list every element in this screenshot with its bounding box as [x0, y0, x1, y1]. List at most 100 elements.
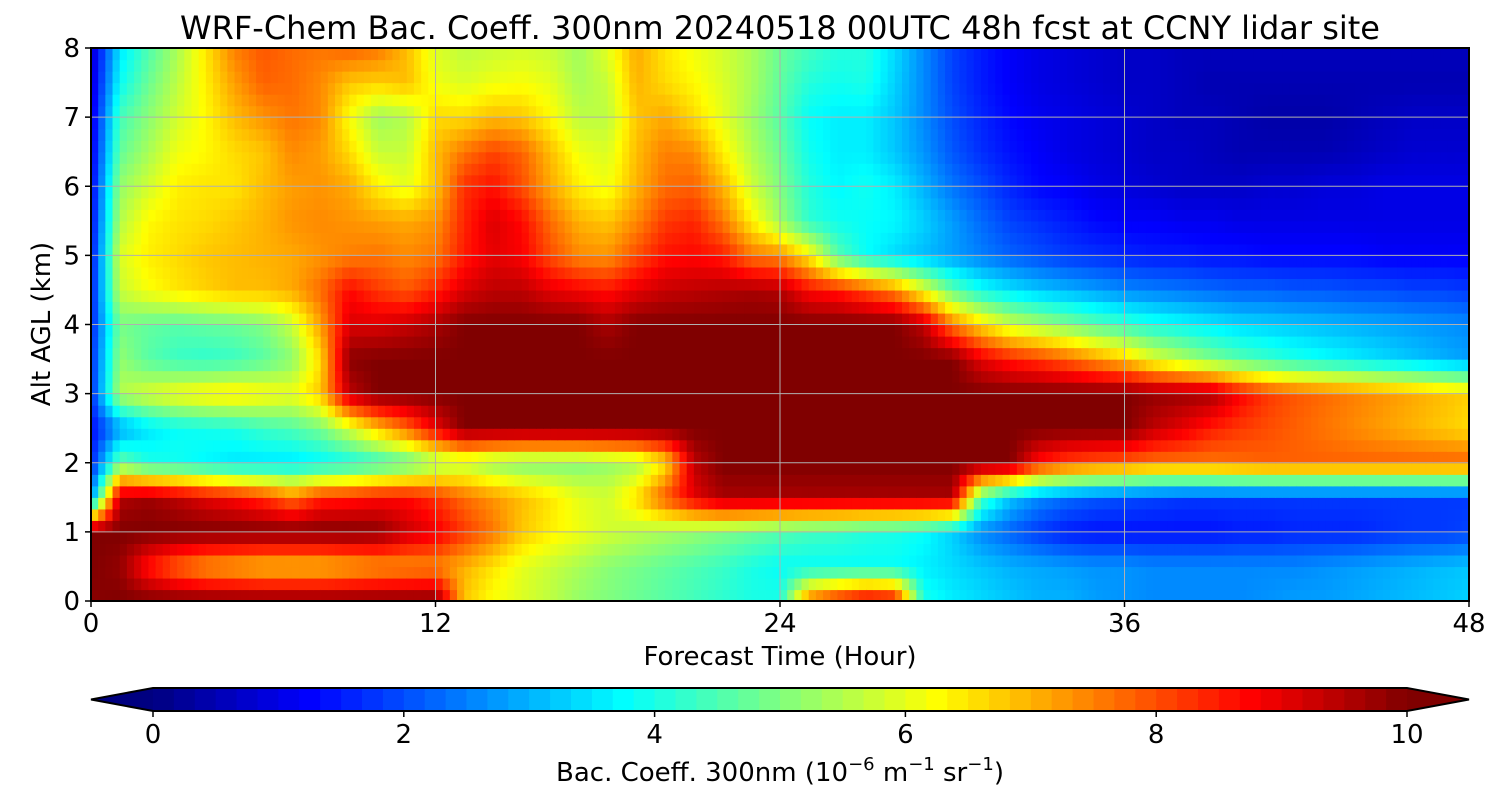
heatmap-cell	[184, 589, 193, 601]
heatmap-cell	[392, 347, 401, 360]
heatmap-cell	[1217, 577, 1226, 591]
heatmap-cell	[535, 301, 544, 314]
heatmap-cell	[1454, 589, 1463, 601]
heatmap-cell	[772, 577, 781, 591]
heatmap-cell	[492, 439, 501, 452]
heatmap-cell	[1059, 543, 1068, 556]
heatmap-cell	[1433, 531, 1441, 544]
heatmap-cell	[413, 554, 422, 568]
heatmap-cell	[349, 324, 358, 337]
heatmap-cell	[765, 543, 774, 556]
heatmap-cell	[1418, 497, 1427, 510]
heatmap-cell	[213, 439, 221, 452]
heatmap-cell	[1016, 324, 1025, 337]
heatmap-cell	[198, 359, 207, 372]
heatmap-cell	[1440, 370, 1449, 383]
heatmap-cell	[1268, 577, 1276, 591]
heatmap-cell	[327, 289, 336, 303]
heatmap-cell	[966, 347, 975, 360]
heatmap-cell	[780, 405, 788, 418]
heatmap-cell	[823, 393, 831, 406]
heatmap-cell	[1253, 405, 1262, 418]
heatmap-cell	[528, 566, 537, 579]
heatmap-cell	[492, 451, 501, 464]
heatmap-cell	[665, 416, 673, 429]
heatmap-cell	[1217, 359, 1226, 372]
heatmap-cell	[392, 370, 401, 383]
heatmap-cell	[1138, 577, 1147, 591]
heatmap-cell	[1138, 416, 1147, 429]
heatmap-cell	[858, 531, 867, 544]
heatmap-cell	[708, 439, 717, 452]
heatmap-cell	[1131, 497, 1140, 510]
heatmap-cell	[535, 566, 544, 579]
heatmap-cell	[1088, 577, 1097, 591]
heatmap-cell	[830, 577, 839, 591]
heatmap-cell	[1167, 589, 1176, 601]
heatmap-cell	[241, 451, 250, 464]
heatmap-cell	[435, 382, 444, 395]
heatmap-cell	[1024, 566, 1032, 579]
heatmap-cell	[722, 301, 731, 314]
heatmap-cell	[177, 416, 185, 429]
chart-title: WRF-Chem Bac. Coeff. 300nm 20240518 00UT…	[180, 9, 1380, 47]
heatmap-cell	[916, 370, 925, 383]
heatmap-cell	[1167, 474, 1176, 487]
heatmap-cell	[98, 359, 106, 372]
heatmap-cell	[299, 462, 307, 475]
heatmap-cell	[980, 324, 989, 337]
heatmap-cell	[780, 474, 788, 487]
heatmap-cell	[1088, 405, 1097, 418]
heatmap-cell	[1052, 393, 1061, 406]
heatmap-cell	[313, 289, 322, 303]
heatmap-cell	[973, 462, 982, 475]
heatmap-cell	[1282, 428, 1291, 441]
heatmap-cell	[1074, 474, 1083, 487]
heatmap-cell	[457, 416, 465, 429]
heatmap-cell	[851, 462, 860, 475]
heatmap-cell	[457, 485, 465, 498]
heatmap-cell	[1375, 554, 1384, 568]
heatmap-cell	[823, 382, 831, 395]
heatmap-cell	[327, 324, 336, 337]
heatmap-cell	[1289, 416, 1298, 429]
heatmap-cell	[1110, 589, 1118, 601]
heatmap-cell	[1224, 589, 1233, 601]
heatmap-cell	[579, 543, 587, 556]
heatmap-cell	[1002, 543, 1011, 556]
heatmap-cell	[291, 312, 300, 326]
heatmap-cell	[1110, 439, 1118, 452]
heatmap-cell	[1138, 508, 1147, 521]
heatmap-cell	[909, 301, 917, 314]
heatmap-cell	[794, 324, 803, 337]
heatmap-cell	[758, 531, 767, 544]
heatmap-cell	[844, 312, 853, 326]
heatmap-cell	[227, 451, 236, 464]
heatmap-cell	[378, 474, 386, 487]
heatmap-cell	[1002, 566, 1011, 579]
heatmap-cell	[980, 462, 989, 475]
heatmap-cell	[894, 416, 903, 429]
heatmap-cell	[1339, 370, 1348, 383]
heatmap-cell	[880, 485, 889, 498]
heatmap-cell	[600, 485, 609, 498]
heatmap-cell	[672, 554, 681, 568]
heatmap-cell	[1024, 451, 1032, 464]
heatmap-cell	[1117, 416, 1126, 429]
heatmap-cell	[313, 301, 322, 314]
heatmap-cell	[679, 393, 688, 406]
heatmap-cell	[342, 566, 350, 579]
heatmap-cell	[521, 416, 530, 429]
heatmap-cell	[1390, 347, 1398, 360]
heatmap-cell	[622, 508, 630, 521]
heatmap-cell	[141, 428, 150, 441]
heatmap-cell	[155, 520, 164, 533]
heatmap-cell	[478, 451, 487, 464]
heatmap-cell	[256, 451, 264, 464]
heatmap-cell	[1210, 485, 1219, 498]
heatmap-cell	[291, 566, 300, 579]
heatmap-cell	[722, 416, 731, 429]
heatmap-cell	[794, 312, 803, 326]
heatmap-cell	[385, 520, 394, 533]
heatmap-cell	[141, 520, 150, 533]
